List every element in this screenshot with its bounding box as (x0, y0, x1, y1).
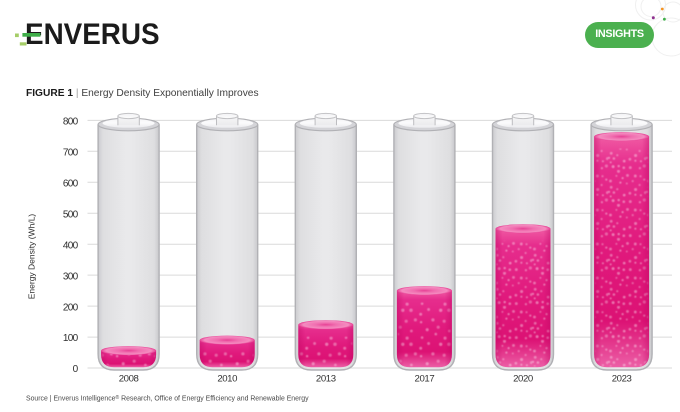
svg-text:200: 200 (63, 302, 79, 313)
svg-text:500: 500 (63, 209, 79, 220)
svg-text:300: 300 (63, 271, 79, 282)
svg-text:2013: 2013 (316, 374, 336, 385)
svg-text:2008: 2008 (119, 374, 139, 385)
svg-text:600: 600 (63, 179, 79, 190)
svg-text:400: 400 (63, 240, 79, 251)
svg-text:700: 700 (63, 148, 79, 159)
svg-text:0: 0 (73, 364, 79, 375)
svg-text:800: 800 (63, 117, 79, 128)
svg-text:2017: 2017 (415, 374, 435, 385)
svg-text:2010: 2010 (217, 374, 237, 385)
svg-text:Energy Density (Wh/L): Energy Density (Wh/L) (27, 214, 37, 300)
svg-text:2020: 2020 (513, 374, 533, 385)
svg-text:2023: 2023 (612, 374, 632, 385)
svg-text:100: 100 (63, 333, 79, 344)
